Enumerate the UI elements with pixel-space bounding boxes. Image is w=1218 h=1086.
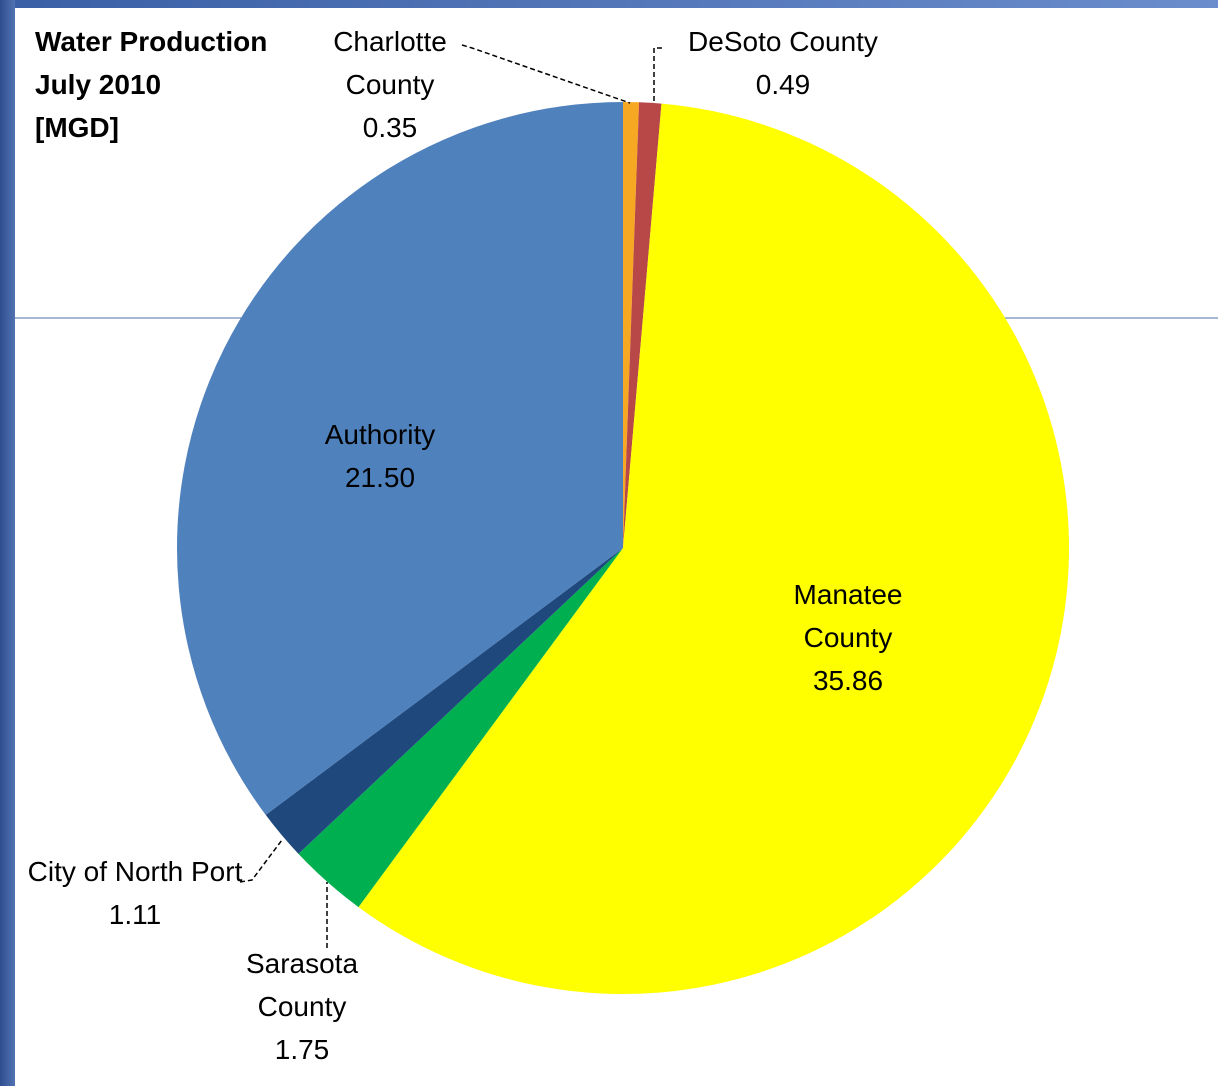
data-label: Charlotte County 0.35 [310,20,470,149]
slice-name: Manatee County [793,579,903,653]
slice-value: 35.86 [812,665,884,696]
unit: [MGD] [35,112,119,143]
pie-slice [623,102,662,548]
chart-title: Water Production July 2010 [35,26,268,100]
slice-name: Sarasota County [245,948,359,1022]
data-label: Sarasota County 1.75 [220,942,385,1071]
data-label: City of North Port 1.11 [28,850,243,936]
slice-value: 0.49 [755,69,811,100]
frame-top [0,0,1218,8]
pie-slice [298,548,623,908]
slice-value: 0.35 [362,112,418,143]
frame-left [0,0,15,1086]
pie-slice [623,102,640,548]
leader-line [653,47,662,104]
slice-value: 1.11 [108,899,162,930]
data-label: DeSoto County 0.49 [653,20,913,106]
pie-slice [265,548,623,854]
pie-slice [177,102,624,815]
leader-line [239,839,283,883]
data-label: Manatee County 35.86 [763,573,933,702]
slice-name: DeSoto County [688,26,878,57]
leader-line [461,44,631,104]
pie-slice [358,103,1070,994]
slice-name: Charlotte County [333,26,447,100]
slice-name: City of North Port [27,856,243,887]
data-label: Authority 21.50 [280,413,480,499]
slices [177,102,1070,994]
slice-value: 21.50 [344,462,416,493]
leader-lines [239,44,662,948]
slice-value: 1.75 [274,1034,330,1065]
slice-name: Authority [324,419,436,450]
